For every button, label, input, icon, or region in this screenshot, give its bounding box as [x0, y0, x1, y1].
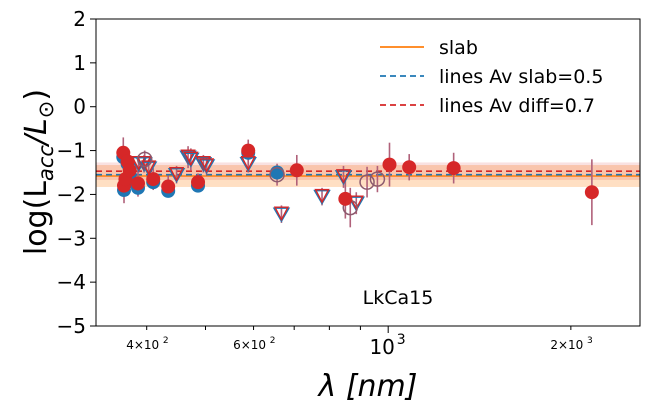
y-label-suffix: ) [19, 89, 54, 101]
triangle-blue-point [179, 150, 197, 166]
red-filled-point [241, 143, 256, 158]
y-label-prefix: log(L [19, 181, 54, 255]
triangle-blue-point [334, 170, 353, 186]
red-filled-point [584, 185, 599, 200]
axis-ticks: 210−1−2−3−4−510 34×10 2 6×10 2 2×10 3 [57, 7, 593, 359]
legend: slab lines Av slab=0.5 lines Av diff=0.7 [380, 37, 603, 117]
triangle-blue-point [194, 157, 213, 173]
red-filled-point [122, 163, 137, 178]
triangle-blue-point [197, 159, 216, 175]
y-tick-label: −4 [57, 270, 86, 294]
triangle-red-point [198, 158, 215, 173]
red-filled-point [446, 161, 461, 176]
red-filled-point [382, 157, 397, 172]
triangle-red-point [314, 188, 330, 204]
triangle-red-point [183, 151, 199, 167]
red-filled-point [146, 172, 161, 187]
triangle-blue-point [272, 207, 291, 223]
x-minor-tick-label: 4×10 [126, 338, 159, 352]
red-filled-point [402, 160, 417, 175]
x-major-tick-exponent: 3 [397, 332, 406, 348]
triangle-blue-point [239, 157, 257, 173]
open-circle-point [269, 166, 285, 183]
triangle-red-point [348, 195, 364, 211]
y-axis-label: log(Lacc/L⊙) [19, 89, 58, 255]
triangle-red-point [273, 206, 290, 222]
legend-label: lines Av diff=0.7 [439, 95, 595, 117]
x-minor-tick-exponent: 3 [587, 336, 593, 346]
y-tick-label: 1 [73, 51, 86, 75]
triangle-blue-point [313, 189, 331, 206]
x-minor-tick-label: 6×10 [233, 338, 266, 352]
y-tick-label: −3 [57, 226, 86, 250]
y-tick-label: −5 [57, 314, 86, 338]
x-minor-tick-exponent: 2 [270, 336, 276, 346]
open-circle-point [369, 171, 386, 187]
triangle-blue-point [139, 161, 158, 177]
red-filled-point [191, 175, 206, 190]
data-points [116, 143, 599, 223]
red-filled-point [338, 191, 353, 206]
open-circle-point [136, 151, 153, 168]
triangle-red-point [136, 156, 152, 171]
triangle-blue-point [167, 167, 186, 184]
red-filled-point [161, 179, 176, 194]
plot-frame [95, 18, 641, 327]
y-label-sub: acc [34, 145, 58, 181]
y-tick-label: −1 [57, 139, 86, 163]
y-label-sub2: ⊙ [34, 101, 58, 119]
triangle-red-point [141, 160, 157, 176]
red-filled-point [130, 176, 145, 191]
triangle-red-point [335, 169, 352, 184]
x-axis-label: λ [nm] [317, 369, 418, 404]
triangle-blue-point [182, 152, 200, 168]
star-name-annotation: LkCa15 [363, 287, 434, 309]
x-minor-tick-label: 2×10 [550, 338, 583, 352]
y-tick-label: 0 [73, 95, 86, 119]
red-filled-point [289, 163, 304, 178]
legend-label: lines Av slab=0.5 [439, 66, 603, 88]
open-circle-point [359, 174, 375, 190]
y-tick-label: −2 [57, 182, 86, 206]
triangle-red-point [168, 166, 185, 182]
legend-label: slab [439, 37, 478, 59]
y-tick-label: 2 [73, 7, 86, 31]
triangle-blue-point [347, 196, 365, 212]
x-minor-tick-exponent: 2 [163, 336, 169, 346]
y-label-mid: /L [19, 118, 54, 148]
x-major-tick-label: 10 [369, 335, 394, 359]
